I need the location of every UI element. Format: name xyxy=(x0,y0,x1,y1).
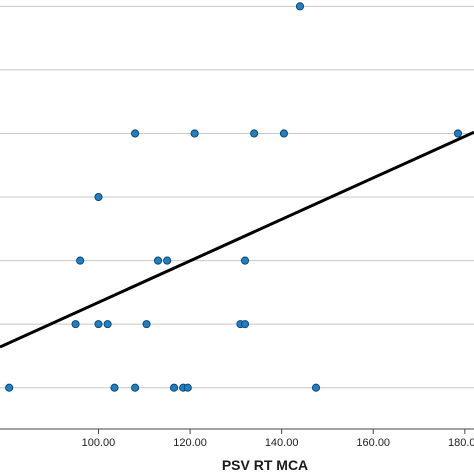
data-point xyxy=(5,383,14,392)
data-point xyxy=(250,129,259,138)
fit-line-group xyxy=(0,130,474,349)
data-point xyxy=(190,129,199,138)
data-point xyxy=(240,320,250,329)
data-point xyxy=(311,383,321,392)
x-tick-label: 140.00 xyxy=(265,437,299,449)
data-point xyxy=(169,383,179,392)
x-tick-label: 120.00 xyxy=(173,437,207,449)
data-point xyxy=(453,129,463,138)
data-point xyxy=(131,383,140,392)
x-tick-label: 160.00 xyxy=(356,437,390,449)
data-point xyxy=(153,256,163,265)
data-point xyxy=(76,256,85,265)
data-point xyxy=(163,256,172,265)
data-points xyxy=(5,2,463,392)
x-axis-title: PSV RT MCA xyxy=(222,457,308,473)
data-point xyxy=(94,192,103,202)
gridlines xyxy=(0,5,474,389)
x-tick-label: 180.00 xyxy=(448,437,474,449)
data-point xyxy=(240,256,250,265)
data-point xyxy=(183,383,192,392)
data-point xyxy=(295,2,305,11)
data-point xyxy=(279,129,288,138)
data-point xyxy=(110,383,119,392)
x-tick-label: 100.00 xyxy=(82,437,116,449)
data-point xyxy=(142,320,151,329)
data-point xyxy=(71,320,80,329)
fit-line xyxy=(0,130,474,349)
data-point xyxy=(131,129,140,138)
data-point xyxy=(103,320,112,329)
x-axis-ticks: 100.00 120.00 140.00 160.00 180.00 xyxy=(82,429,474,449)
data-point xyxy=(94,320,103,329)
